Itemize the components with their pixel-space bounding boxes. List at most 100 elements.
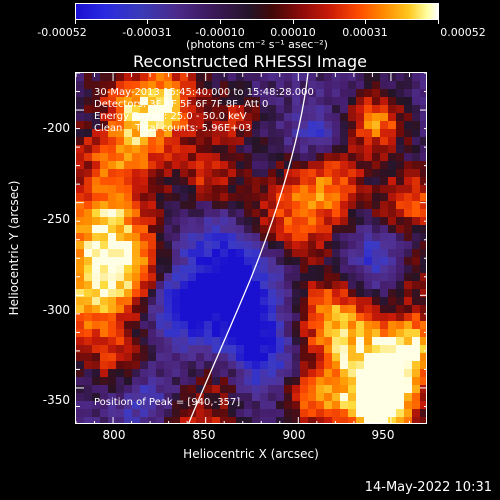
- image-pixel: [372, 177, 381, 186]
- image-pixel: [364, 161, 373, 170]
- image-pixel: [148, 361, 157, 370]
- image-pixel: [276, 73, 285, 82]
- image-pixel: [212, 273, 221, 282]
- image-pixel: [364, 305, 373, 314]
- image-pixel: [76, 345, 85, 354]
- image-pixel: [124, 393, 133, 402]
- image-pixel: [396, 153, 405, 162]
- image-pixel: [124, 193, 133, 202]
- image-pixel: [420, 417, 426, 423]
- image-pixel: [388, 73, 397, 82]
- image-pixel: [180, 289, 189, 298]
- image-pixel: [228, 129, 237, 138]
- image-pixel: [300, 377, 309, 386]
- image-pixel: [260, 81, 269, 90]
- image-pixel: [292, 385, 301, 394]
- image-pixel: [164, 121, 173, 130]
- image-pixel: [348, 89, 357, 98]
- image-pixel: [284, 313, 293, 322]
- image-pixel: [220, 81, 229, 90]
- image-pixel: [76, 353, 85, 362]
- image-pixel: [356, 145, 365, 154]
- image-pixel: [220, 161, 229, 170]
- image-pixel: [188, 145, 197, 154]
- image-pixel: [244, 353, 253, 362]
- image-pixel: [276, 297, 285, 306]
- image-pixel: [300, 185, 309, 194]
- image-pixel: [100, 345, 109, 354]
- image-pixel: [92, 225, 101, 234]
- image-pixel: [220, 177, 229, 186]
- image-pixel: [236, 329, 245, 338]
- image-pixel: [180, 145, 189, 154]
- image-pixel: [212, 81, 221, 90]
- image-pixel: [348, 105, 357, 114]
- image-pixel: [148, 169, 157, 178]
- image-pixel: [116, 297, 125, 306]
- image-pixel: [84, 217, 93, 226]
- x-tick-label: 800: [102, 428, 126, 442]
- image-pixel: [420, 281, 426, 290]
- image-pixel: [356, 217, 365, 226]
- image-pixel: [228, 209, 237, 218]
- image-pixel: [140, 321, 149, 330]
- image-pixel: [204, 81, 213, 90]
- image-pixel: [132, 129, 141, 138]
- image-pixel: [116, 169, 125, 178]
- image-pixel: [364, 145, 373, 154]
- image-pixel: [196, 121, 205, 130]
- image-pixel: [204, 281, 213, 290]
- image-pixel: [164, 345, 173, 354]
- colorbar-tick: [147, 20, 148, 24]
- image-pixel: [308, 273, 317, 282]
- image-pixel: [92, 97, 101, 106]
- image-pixel: [300, 209, 309, 218]
- image-pixel: [308, 129, 317, 138]
- image-pixel: [316, 337, 325, 346]
- image-pixel: [132, 409, 141, 418]
- image-pixel: [372, 185, 381, 194]
- image-pixel: [212, 313, 221, 322]
- image-pixel: [140, 161, 149, 170]
- image-pixel: [356, 121, 365, 130]
- image-pixel: [260, 169, 269, 178]
- image-pixel: [164, 329, 173, 338]
- image-pixel: [228, 337, 237, 346]
- image-pixel: [100, 361, 109, 370]
- image-pixel: [372, 353, 381, 362]
- image-pixel: [364, 121, 373, 130]
- image-pixel: [300, 249, 309, 258]
- image-pixel: [140, 385, 149, 394]
- image-pixel: [372, 161, 381, 170]
- image-pixel: [348, 81, 357, 90]
- y-tick-label: -250: [42, 212, 70, 226]
- image-pixel: [92, 401, 101, 410]
- image-pixel: [220, 209, 229, 218]
- image-pixel: [228, 289, 237, 298]
- image-pixel: [260, 145, 269, 154]
- image-pixel: [412, 89, 421, 98]
- image-pixel: [332, 353, 341, 362]
- image-pixel: [92, 321, 101, 330]
- image-pixel: [260, 201, 269, 210]
- image-pixel: [196, 185, 205, 194]
- image-pixel: [292, 377, 301, 386]
- image-pixel: [244, 121, 253, 130]
- image-pixel: [212, 137, 221, 146]
- image-pixel: [316, 249, 325, 258]
- image-pixel: [228, 393, 237, 402]
- image-pixel: [260, 105, 269, 114]
- image-pixel: [276, 345, 285, 354]
- image-pixel: [284, 201, 293, 210]
- image-pixel: [212, 337, 221, 346]
- image-pixel: [364, 369, 373, 378]
- image-pixel: [228, 153, 237, 162]
- image-pixel: [116, 345, 125, 354]
- image-pixel: [316, 361, 325, 370]
- image-pixel: [84, 297, 93, 306]
- image-pixel: [148, 353, 157, 362]
- image-pixel: [348, 201, 357, 210]
- image-pixel: [324, 257, 333, 266]
- image-pixel: [372, 417, 381, 423]
- image-pixel: [188, 113, 197, 122]
